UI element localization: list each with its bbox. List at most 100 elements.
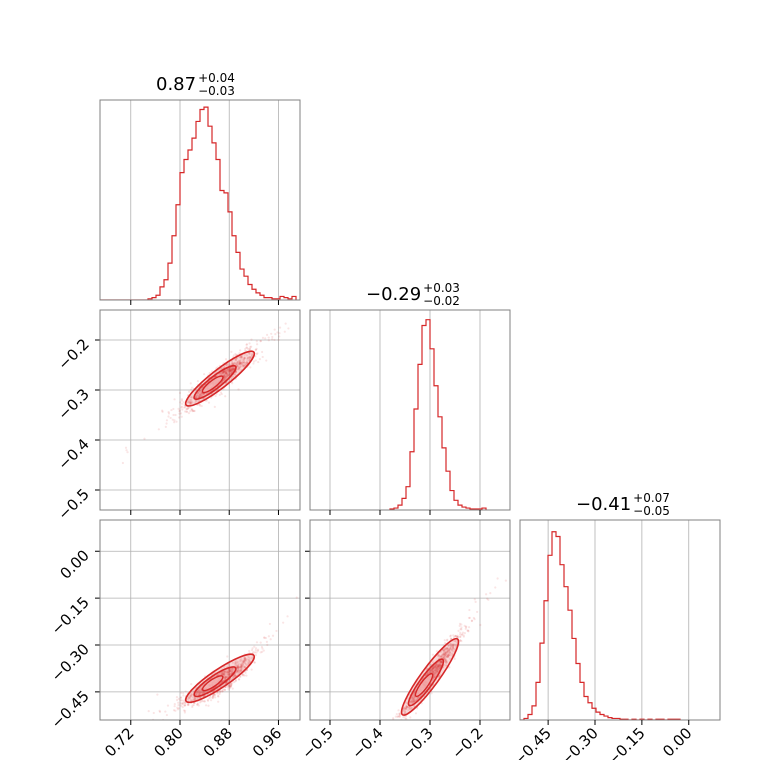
scatter-point bbox=[173, 421, 176, 424]
scatter-point bbox=[152, 711, 155, 715]
scatter-point bbox=[254, 647, 258, 650]
title-minus: −0.02 bbox=[423, 294, 460, 308]
scatter-point bbox=[451, 645, 454, 648]
scatter-point bbox=[240, 664, 243, 667]
scatter-point bbox=[175, 698, 179, 702]
scatter-point bbox=[412, 694, 416, 697]
scatter-point bbox=[250, 338, 253, 341]
scatter-point bbox=[456, 635, 459, 638]
scatter-point bbox=[223, 674, 226, 677]
scatter-point bbox=[242, 359, 246, 362]
scatter-point bbox=[244, 659, 248, 663]
scatter-point bbox=[249, 366, 252, 369]
scatter-point bbox=[248, 342, 251, 345]
scatter-point bbox=[236, 665, 239, 669]
scatter-point bbox=[447, 652, 450, 655]
scatter-point bbox=[198, 404, 202, 407]
scatter-point bbox=[188, 398, 191, 401]
scatter-point bbox=[244, 347, 247, 351]
scatter-point bbox=[197, 689, 200, 692]
scatter-point bbox=[433, 665, 437, 668]
scatter-point bbox=[438, 665, 441, 668]
scatter-point bbox=[225, 675, 228, 679]
scatter-point bbox=[229, 367, 232, 371]
scatter-point bbox=[407, 708, 410, 711]
scatter-point bbox=[410, 706, 413, 710]
scatter-point bbox=[243, 658, 246, 661]
scatter-point bbox=[448, 653, 451, 656]
scatter-point bbox=[224, 675, 227, 679]
scatter-point bbox=[273, 328, 276, 331]
scatter-point bbox=[446, 653, 449, 657]
scatter-point bbox=[197, 689, 200, 692]
scatter-point bbox=[219, 691, 222, 694]
scatter-point bbox=[238, 362, 241, 365]
scatter-point bbox=[436, 668, 439, 671]
scatter-point bbox=[436, 667, 439, 671]
scatter-point bbox=[435, 665, 438, 668]
scatter-point bbox=[187, 696, 190, 700]
scatter-point bbox=[227, 371, 230, 374]
scatter-point bbox=[265, 333, 269, 336]
scatter-point bbox=[253, 661, 256, 664]
scatter-point bbox=[245, 674, 248, 677]
scatter-point bbox=[427, 671, 430, 674]
scatter-point bbox=[179, 702, 182, 705]
scatter-point bbox=[233, 362, 236, 365]
scatter-point bbox=[177, 701, 180, 704]
scatter-point bbox=[252, 650, 255, 654]
scatter-point bbox=[188, 696, 192, 700]
scatter-point bbox=[461, 631, 465, 634]
scatter-point bbox=[195, 697, 198, 700]
scatter-point bbox=[181, 703, 185, 706]
scatter-point bbox=[405, 705, 408, 708]
scatter-point bbox=[237, 359, 240, 362]
scatter-point bbox=[230, 369, 233, 372]
scatter-point bbox=[254, 348, 257, 351]
scatter-point bbox=[197, 692, 200, 695]
scatter-point bbox=[437, 665, 440, 668]
scatter-point bbox=[270, 332, 273, 335]
scatter-point bbox=[236, 667, 239, 670]
scatter-point bbox=[265, 640, 268, 643]
scatter-point bbox=[236, 666, 239, 669]
scatter-point bbox=[442, 650, 445, 653]
scatter-point bbox=[189, 382, 192, 385]
scatter-point bbox=[219, 368, 222, 371]
scatter-point bbox=[433, 666, 436, 669]
scatter-point bbox=[218, 393, 221, 396]
scatter-point bbox=[195, 395, 198, 399]
scatter-point bbox=[443, 639, 446, 642]
scatter-point bbox=[230, 682, 233, 685]
scatter-point bbox=[180, 415, 183, 418]
scatter-point bbox=[474, 600, 477, 603]
scatter-point bbox=[413, 692, 416, 695]
scatter-point bbox=[229, 684, 233, 687]
scatter-point bbox=[225, 372, 228, 375]
scatter-point bbox=[174, 413, 177, 417]
scatter-point bbox=[201, 691, 204, 694]
scatter-point bbox=[263, 636, 266, 639]
scatter-point bbox=[412, 699, 415, 703]
scatter-point bbox=[187, 406, 190, 409]
scatter-point bbox=[186, 703, 189, 706]
scatter-point bbox=[439, 661, 442, 664]
scatter-point bbox=[173, 705, 176, 708]
scatter-point bbox=[202, 691, 206, 694]
scatter-point bbox=[460, 623, 463, 626]
scatter-point bbox=[236, 661, 239, 664]
scatter-point bbox=[454, 634, 457, 637]
scatter-point bbox=[259, 641, 262, 644]
scatter-point bbox=[197, 394, 200, 397]
scatter-point bbox=[428, 669, 431, 672]
scatter-point bbox=[432, 665, 435, 668]
scatter-point bbox=[224, 395, 227, 398]
scatter-point bbox=[223, 376, 226, 379]
scatter-point bbox=[256, 648, 260, 651]
scatter-point bbox=[243, 660, 246, 663]
scatter-point bbox=[447, 650, 450, 653]
scatter-point bbox=[243, 666, 246, 669]
scatter-point bbox=[271, 338, 274, 341]
scatter-point bbox=[234, 358, 237, 362]
scatter-point bbox=[438, 666, 441, 669]
